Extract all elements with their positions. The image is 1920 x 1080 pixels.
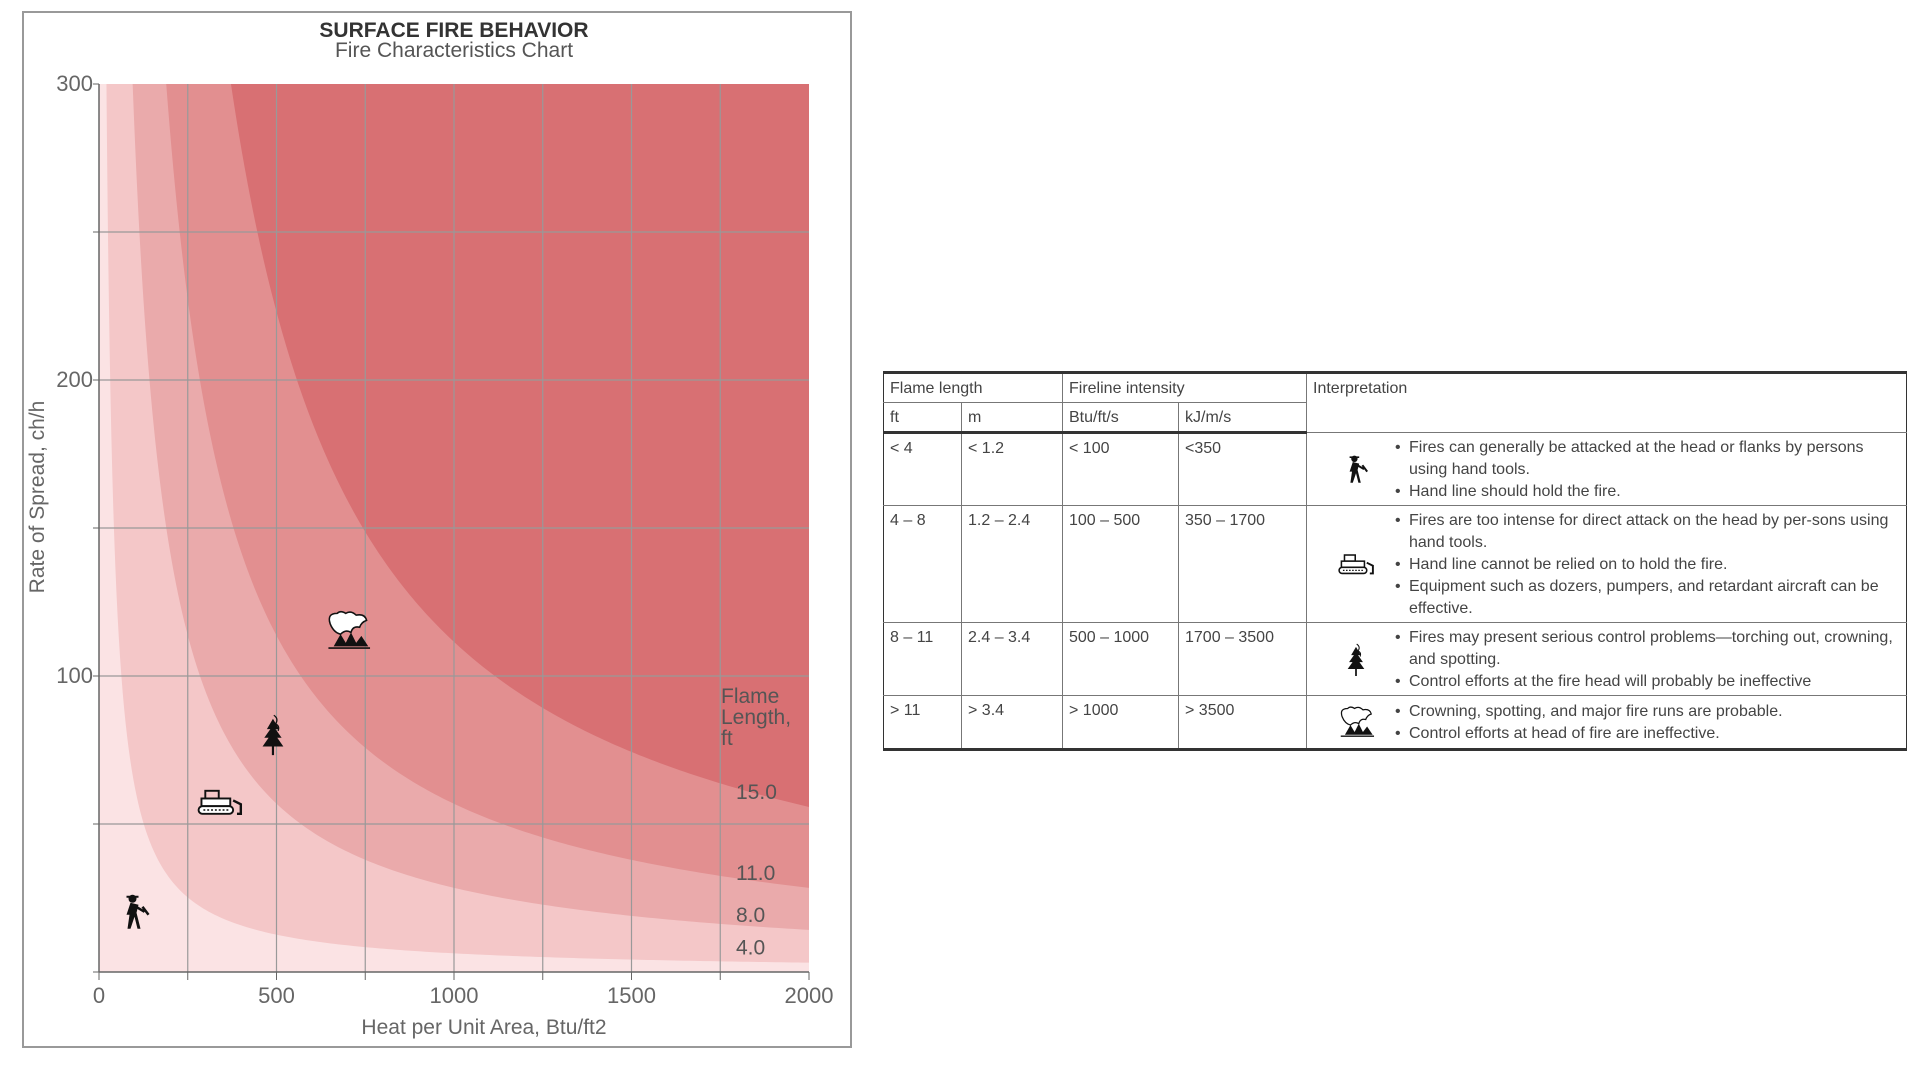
- x-tick-label: 1500: [607, 983, 656, 1008]
- interpretation-bullet: Fires can generally be attacked at the h…: [1395, 437, 1900, 481]
- cell-ft: > 11: [883, 695, 962, 750]
- x-tick-label: 2000: [785, 983, 834, 1008]
- cell-kj: 1700 – 3500: [1178, 622, 1307, 696]
- cell-interpretation: Fires may present serious control proble…: [1306, 622, 1907, 696]
- y-tick-label: 200: [56, 367, 93, 392]
- interpretation-bullet: Fires may present serious control proble…: [1395, 627, 1900, 671]
- header-m: m: [961, 402, 1063, 434]
- cell-kj: > 3500: [1178, 695, 1307, 750]
- hand-crew-icon: [1348, 454, 1369, 484]
- header-btu: Btu/ft/s: [1062, 402, 1179, 434]
- cell-m: 2.4 – 3.4: [961, 622, 1063, 696]
- cell-ft: 4 – 8: [883, 505, 962, 623]
- flame-band-above-15.0: [230, 84, 809, 807]
- interpretation-list: Fires are too intense for direct attack …: [1395, 510, 1900, 620]
- dozer-icon: [1338, 554, 1374, 575]
- crown-fire-icon: [1340, 706, 1375, 737]
- x-tick-label: 500: [258, 983, 295, 1008]
- interpretation-list: Crowning, spotting, and major fire runs …: [1395, 701, 1783, 745]
- cell-ft: < 4: [883, 432, 962, 506]
- y-tick-label: 300: [56, 71, 93, 96]
- cell-interpretation: Crowning, spotting, and major fire runs …: [1306, 695, 1907, 750]
- flame-length-legend-title-2: Length,: [721, 706, 791, 729]
- chart-title: SURFACE FIRE BEHAVIOR: [319, 19, 588, 42]
- torching-tree-icon: [1346, 643, 1366, 677]
- flame-length-legend-title-3: ft: [721, 727, 733, 750]
- cell-interpretation: Fires are too intense for direct attack …: [1306, 505, 1907, 623]
- interpretation-bullet: Crowning, spotting, and major fire runs …: [1395, 701, 1783, 723]
- interpretation-bullet: Fires are too intense for direct attack …: [1395, 510, 1900, 554]
- x-tick-label: 0: [93, 983, 105, 1008]
- header-ft: ft: [883, 402, 962, 434]
- flame-curve-label-8.0: 8.0: [736, 904, 765, 927]
- header-fireline-intensity: Fireline intensity: [1062, 372, 1307, 403]
- cell-interpretation: Fires can generally be attacked at the h…: [1306, 432, 1907, 506]
- cell-kj: <350: [1178, 432, 1307, 506]
- interpretation-bullet: Hand line cannot be relied on to hold th…: [1395, 554, 1900, 576]
- flame-curve-label-11.0: 11.0: [736, 862, 775, 885]
- cell-btu: 100 – 500: [1062, 505, 1179, 623]
- x-tick-label: 1000: [430, 983, 479, 1008]
- cell-m: < 1.2: [961, 432, 1063, 506]
- cell-m: > 3.4: [961, 695, 1063, 750]
- cell-btu: > 1000: [1062, 695, 1179, 750]
- flame-curve-label-4.0: 4.0: [736, 937, 765, 960]
- cell-m: 1.2 – 2.4: [961, 505, 1063, 623]
- header-flame-length: Flame length: [883, 372, 1063, 403]
- table-row: > 11> 3.4> 1000> 3500 Crowning, spotting,…: [883, 695, 1907, 750]
- y-axis-label: Rate of Spread, ch/h: [26, 401, 49, 594]
- header-interpretation: Interpretation: [1306, 372, 1907, 433]
- cell-btu: 500 – 1000: [1062, 622, 1179, 696]
- y-tick-label: 100: [56, 663, 93, 688]
- flame-length-interpretation-table: Flame length Fireline intensity Interpre…: [883, 371, 1907, 751]
- interpretation-bullet: Control efforts at the fire head will pr…: [1395, 671, 1900, 693]
- cell-ft: 8 – 11: [883, 622, 962, 696]
- plot-area: 4.0 8.0 11.0 15.0 0 500 1000 1500 2000 100 200 300: [56, 71, 833, 1008]
- x-axis-label: Heat per Unit Area, Btu/ft2: [361, 1016, 606, 1039]
- interpretation-list: Fires may present serious control proble…: [1395, 627, 1900, 693]
- table-row: < 4< 1.2< 100<350 Fires can generally be …: [883, 432, 1907, 506]
- cell-btu: < 100: [1062, 432, 1179, 506]
- interpretation-bullet: Equipment such as dozers, pumpers, and r…: [1395, 576, 1900, 620]
- chart-subtitle: Fire Characteristics Chart: [335, 39, 573, 62]
- interpretation-bullet: Control efforts at head of fire are inef…: [1395, 723, 1783, 745]
- cell-kj: 350 – 1700: [1178, 505, 1307, 623]
- interpretation-list: Fires can generally be attacked at the h…: [1395, 437, 1900, 503]
- header-kj: kJ/m/s: [1178, 402, 1307, 434]
- flame-length-legend-title-1: Flame: [721, 685, 779, 708]
- flame-curve-label-15.0: 15.0: [736, 781, 777, 804]
- interpretation-bullet: Hand line should hold the fire.: [1395, 481, 1900, 503]
